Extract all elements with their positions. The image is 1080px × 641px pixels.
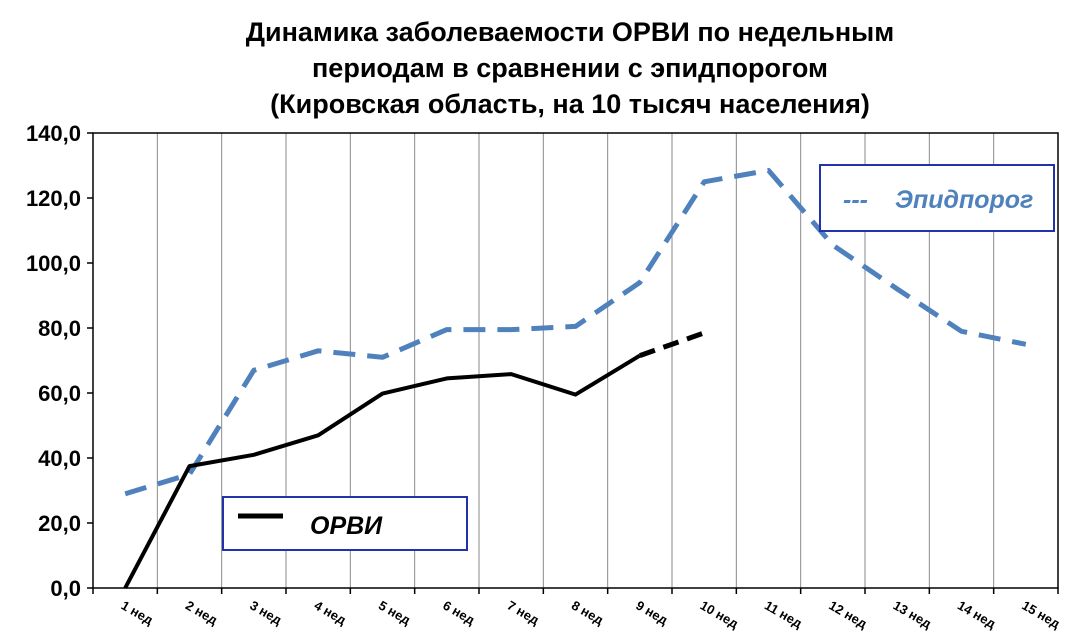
chart-title-line-3: (Кировская область, на 10 тысяч населени…: [270, 89, 870, 119]
x-tick-label: 9 нед: [633, 598, 671, 628]
legend-epidporog-box: [819, 164, 1055, 232]
chart-title-line-1: Динамика заболеваемости ОРВИ по недельны…: [245, 17, 895, 47]
plot-area-border: [92, 132, 1059, 589]
x-tick-label: 15 нед: [1019, 598, 1063, 632]
x-tick-label: 3 нед: [247, 598, 285, 628]
legend-epidporog-label: Эпидпорог: [895, 186, 1033, 214]
x-tick-label: 5 нед: [376, 598, 414, 628]
x-tick-label: 4 нед: [312, 598, 350, 628]
series-epidporog-line: [124, 167, 1027, 497]
legend-epidporog-marker: ---: [843, 186, 868, 214]
y-tick-label: 0,0: [50, 576, 81, 601]
series-orvi-forecast-line: [638, 330, 706, 358]
chart-title-line-2: периодам в сравнении с эпидпорогом: [312, 53, 828, 83]
y-tick-label: 80,0: [38, 316, 81, 341]
y-tick-label: 140,0: [26, 121, 81, 146]
legend-epidporog: --- Эпидпорог: [819, 164, 1055, 232]
y-tick-label: 120,0: [26, 186, 81, 211]
x-tick-label: 6 нед: [440, 598, 478, 628]
y-tick-label: 40,0: [38, 446, 81, 471]
series-orvi-line: [123, 353, 641, 589]
y-tick-label: 20,0: [38, 511, 81, 536]
y-axis-ticks: 0,0 20,0 40,0 60,0 80,0 100,0 120,0 140,0: [26, 121, 93, 601]
x-tick-label: 12 нед: [826, 598, 870, 632]
y-tick-label: 100,0: [26, 251, 81, 276]
x-tick-label: 10 нед: [698, 598, 742, 632]
x-tick-label: 13 нед: [891, 598, 935, 632]
x-tick-label: 2 нед: [183, 598, 221, 628]
x-tick-label: 8 нед: [569, 598, 607, 628]
legend-orvi: ОРВИ: [222, 496, 468, 551]
series-lines: [123, 167, 1027, 589]
x-axis-ticks: 1 нед 2 нед 3 нед 4 нед 5 нед 6 нед 7 нед 8 нед…: [92, 588, 1063, 632]
x-tick-label: 1 нед: [119, 598, 157, 628]
legend-orvi-box: [222, 496, 468, 551]
x-tick-label: 14 нед: [955, 598, 999, 632]
legend-orvi-label: ОРВИ: [310, 512, 383, 540]
chart-title: Динамика заболеваемости ОРВИ по недельны…: [150, 14, 990, 122]
axes: [92, 132, 1059, 589]
x-tick-label: 11 нед: [762, 598, 805, 632]
y-tick-label: 60,0: [38, 381, 81, 406]
x-tick-label: 7 нед: [505, 598, 543, 628]
